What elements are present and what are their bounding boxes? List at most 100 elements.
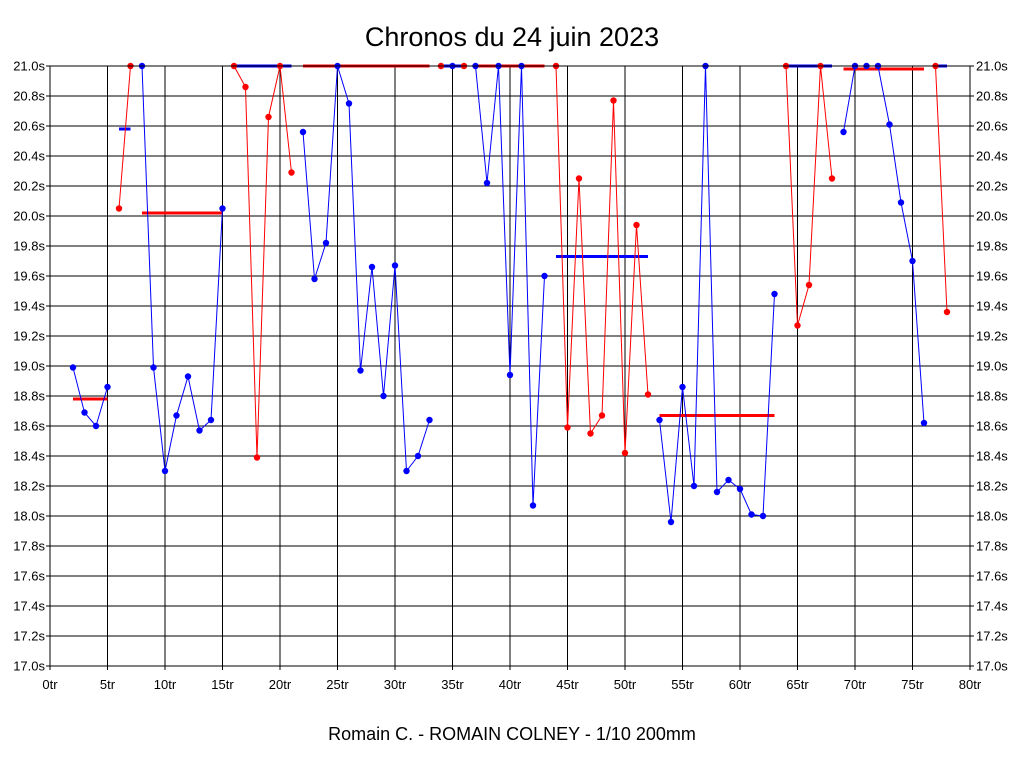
data-point xyxy=(173,412,180,419)
data-point xyxy=(656,416,663,424)
data-point xyxy=(115,205,123,212)
data-point xyxy=(713,488,721,496)
y-tick-label-right: 18.6s xyxy=(976,419,1008,434)
data-point xyxy=(368,263,376,271)
data-point xyxy=(299,128,307,136)
y-tick-label-left: 17.2s xyxy=(13,629,45,644)
data-point xyxy=(426,416,433,424)
data-point xyxy=(322,239,330,247)
data-point xyxy=(380,392,387,400)
x-tick-label: 40tr xyxy=(499,677,522,692)
data-point xyxy=(357,367,364,374)
data-point xyxy=(794,322,801,329)
y-tick-label-left: 17.0s xyxy=(13,659,45,674)
x-tick-label: 50tr xyxy=(614,677,637,692)
data-point xyxy=(483,179,491,187)
chart-subtitle: Romain C. - ROMAIN COLNEY - 1/10 200mm xyxy=(328,724,696,744)
data-point xyxy=(759,512,767,520)
series-line xyxy=(555,65,649,454)
data-point xyxy=(667,518,675,526)
y-tick-label-right: 19.2s xyxy=(976,329,1008,344)
y-tick-label-left: 19.2s xyxy=(13,329,45,344)
y-tick-label-right: 17.6s xyxy=(976,569,1008,584)
y-tick-label-right: 19.8s xyxy=(976,239,1008,254)
data-point xyxy=(840,128,847,136)
data-point xyxy=(345,100,353,107)
data-point xyxy=(920,419,928,427)
data-point xyxy=(575,175,583,182)
data-point xyxy=(391,262,399,269)
plot-frame xyxy=(49,65,971,667)
data-point xyxy=(311,275,318,283)
y-tick-label-left: 21.0s xyxy=(13,59,45,74)
data-point xyxy=(529,502,537,509)
data-point xyxy=(598,412,606,419)
y-tick-label-left: 18.0s xyxy=(13,509,45,524)
x-tick-label: 65tr xyxy=(786,677,809,692)
data-point xyxy=(564,424,571,431)
x-tick-label: 45tr xyxy=(556,677,579,692)
data-point xyxy=(679,383,686,391)
y-tick-label-right: 17.4s xyxy=(976,599,1008,614)
x-tick-label: 25tr xyxy=(326,677,349,692)
data-point xyxy=(610,97,617,104)
x-tick-label: 10tr xyxy=(154,677,177,692)
data-point xyxy=(265,113,272,121)
y-tick-label-right: 18.2s xyxy=(976,479,1008,494)
data-point xyxy=(736,485,744,493)
data-point xyxy=(92,422,100,430)
data-point xyxy=(219,205,226,212)
data-point xyxy=(633,221,640,229)
y-tick-label-left: 20.6s xyxy=(13,119,45,134)
data-point xyxy=(69,364,77,371)
series-line xyxy=(118,65,131,209)
y-tick-label-left: 20.8s xyxy=(13,89,45,104)
y-tick-label-right: 20.6s xyxy=(976,119,1008,134)
data-point xyxy=(909,257,916,265)
y-tick-label-left: 18.8s xyxy=(13,389,45,404)
data-point xyxy=(828,175,836,182)
x-tick-label: 80tr xyxy=(959,677,982,692)
y-tick-label-right: 20.4s xyxy=(976,149,1008,164)
x-tick-label: 75tr xyxy=(901,677,924,692)
data-point xyxy=(253,454,261,461)
series-line xyxy=(302,65,430,473)
data-point xyxy=(196,427,203,434)
tick-labels: 0tr 5tr 10tr 15tr 20tr 25tr 30tr 35tr 40tr 45tr 50… xyxy=(13,59,1008,693)
data-point xyxy=(748,511,755,518)
series-line xyxy=(935,65,948,313)
y-tick-label-left: 18.2s xyxy=(13,479,45,494)
data-point xyxy=(541,272,548,280)
y-tick-label-right: 18.8s xyxy=(976,389,1008,404)
series-line xyxy=(843,65,925,424)
data-point xyxy=(771,290,778,298)
data-point xyxy=(161,467,169,475)
series-line xyxy=(141,65,223,472)
data-point xyxy=(886,121,893,128)
y-tick-label-right: 19.0s xyxy=(976,359,1008,374)
y-tick-label-left: 19.6s xyxy=(13,269,45,284)
y-tick-label-left: 19.8s xyxy=(13,239,45,254)
y-tick-label-left: 20.4s xyxy=(13,149,45,164)
data-point xyxy=(242,83,249,91)
data-point xyxy=(414,452,422,460)
data-point xyxy=(184,373,192,380)
y-tick-label-left: 20.2s xyxy=(13,179,45,194)
data-point xyxy=(587,430,594,437)
x-tick-label: 0tr xyxy=(42,677,58,692)
y-tick-label-right: 20.0s xyxy=(976,209,1008,224)
y-tick-label-right: 20.2s xyxy=(976,179,1008,194)
x-tick-label: 70tr xyxy=(844,677,867,692)
y-tick-label-left: 20.0s xyxy=(13,209,45,224)
x-tick-label: 55tr xyxy=(671,677,694,692)
series-points xyxy=(69,62,951,526)
y-tick-label-right: 17.8s xyxy=(976,539,1008,554)
x-tick-label: 60tr xyxy=(729,677,752,692)
x-tick-label: 20tr xyxy=(269,677,292,692)
data-point xyxy=(621,449,629,457)
x-tick-label: 35tr xyxy=(441,677,464,692)
y-tick-label-right: 18.4s xyxy=(976,449,1008,464)
y-tick-label-right: 17.0s xyxy=(976,659,1008,674)
